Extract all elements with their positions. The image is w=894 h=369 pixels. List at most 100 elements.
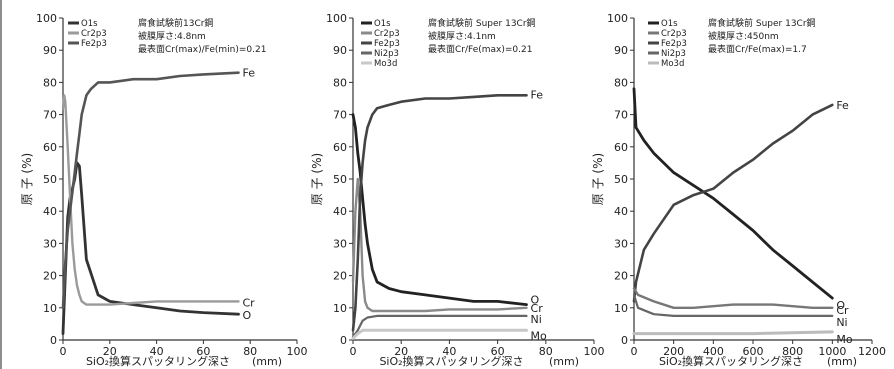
x-tick-label: 100 — [584, 345, 605, 358]
annotation-text: 最表面Cr/Fe(max)=0.21 — [428, 43, 532, 55]
y-tick-label: 50 — [333, 173, 347, 186]
annotation-text: 最表面Cr/Fe(max)=1.7 — [708, 43, 807, 55]
x-tick-label: 600 — [743, 345, 764, 358]
y-tick-label: 80 — [333, 76, 347, 89]
series-end-label: O — [836, 299, 845, 312]
legend-label: Fe2p3 — [81, 39, 107, 49]
series-end-label: Ni — [531, 313, 542, 326]
x-tick-label: 40 — [442, 345, 456, 358]
series-line-cr2p3 — [61, 94, 240, 306]
x-tick-label: 1000 — [818, 345, 846, 358]
x-tick-label: 60 — [491, 345, 505, 358]
y-tick-label: 70 — [43, 109, 57, 122]
legend-label: Mo3d — [374, 59, 397, 69]
x-tick-label: 80 — [243, 345, 257, 358]
series-end-label: Mo — [836, 333, 852, 346]
annotation-text: 被膜厚さ:4.8nm — [138, 30, 206, 42]
annotation-text: 最表面Cr(max)/Fe(min)=0.21 — [138, 43, 266, 55]
legend-label: O1s — [661, 19, 678, 29]
series-line-fe2p3 — [351, 94, 528, 332]
x-tick-label: 400 — [703, 345, 724, 358]
x-tick-label: 1200 — [858, 345, 886, 358]
series-end-label: Fe — [531, 88, 544, 101]
x-axis-unit: (mm) — [549, 355, 579, 368]
y-tick-label: 40 — [614, 205, 628, 218]
y-tick-label: 30 — [333, 237, 347, 250]
series-end-label: O — [531, 294, 540, 307]
series-line-cr2p3 — [632, 287, 834, 309]
series-end-label: Cr — [531, 302, 544, 315]
series-line-cr2p3 — [351, 177, 528, 313]
y-tick-label: 90 — [333, 44, 347, 57]
legend-label: Ni2p3 — [661, 49, 686, 59]
y-tick-label: 10 — [333, 302, 347, 315]
x-axis-title: SiO₂換算スパッタリング深さ — [659, 354, 803, 368]
y-tick-label: 100 — [607, 12, 628, 25]
y-tick-label: 20 — [43, 270, 57, 283]
y-tick-label: 50 — [43, 173, 57, 186]
y-tick-label: 70 — [614, 109, 628, 122]
series-line-mo3d — [632, 330, 834, 336]
y-tick-label: 80 — [43, 76, 57, 89]
x-tick-label: 100 — [287, 345, 308, 358]
legend-label: Cr2p3 — [81, 29, 107, 39]
legend-label: Ni2p3 — [374, 49, 399, 59]
legend-label: Mo3d — [661, 59, 684, 69]
x-axis-title: SiO₂換算スパッタリング深さ — [86, 354, 230, 368]
y-tick-label: 10 — [43, 302, 57, 315]
y-tick-label: 70 — [333, 109, 347, 122]
x-tick-label: 0 — [631, 345, 638, 358]
series-line-ni2p3 — [351, 314, 528, 338]
series-end-label: Fe — [243, 67, 256, 80]
annotation-text: 被膜厚さ:450nm — [708, 30, 779, 42]
series-line-fe2p3 — [632, 103, 834, 303]
y-tick-label: 80 — [614, 76, 628, 89]
annotation-text: 腐食試験前13Cr鋼 — [138, 17, 213, 29]
y-tick-label: 100 — [326, 12, 347, 25]
x-tick-label: 0 — [60, 345, 67, 358]
x-axis-unit: (mm) — [252, 355, 282, 368]
y-tick-label: 60 — [614, 141, 628, 154]
series-line-o1s — [61, 161, 240, 336]
series-line-ni2p3 — [632, 293, 834, 317]
y-axis-title: 原 子 (%) — [591, 153, 605, 205]
series-line-o1s — [632, 87, 834, 300]
y-tick-label: 0 — [621, 334, 628, 347]
x-axis-unit: (mm) — [827, 355, 857, 368]
y-axis-title: 原 子 (%) — [310, 153, 324, 205]
legend-label: Cr2p3 — [374, 29, 400, 39]
series-end-label: O — [243, 309, 252, 322]
x-tick-label: 800 — [782, 345, 803, 358]
series-line-fe2p3 — [61, 71, 240, 310]
series-line-mo3d — [351, 328, 528, 340]
y-tick-label: 40 — [43, 205, 57, 218]
y-tick-label: 100 — [36, 12, 57, 25]
y-tick-label: 0 — [340, 334, 347, 347]
y-tick-label: 50 — [614, 173, 628, 186]
x-tick-label: 80 — [539, 345, 553, 358]
y-tick-label: 10 — [614, 302, 628, 315]
series-end-label: Mo — [531, 329, 547, 342]
x-axis-title: SiO₂換算スパッタリング深さ — [379, 354, 523, 368]
legend-label: O1s — [374, 19, 391, 29]
legend-label: Cr2p3 — [661, 29, 687, 39]
y-tick-label: 60 — [43, 141, 57, 154]
series-end-label: Cr — [836, 304, 849, 317]
series-end-label: Ni — [836, 316, 847, 329]
y-tick-label: 60 — [333, 141, 347, 154]
legend-label: Fe2p3 — [661, 39, 687, 49]
y-axis-title: 原 子 (%) — [20, 153, 34, 205]
x-tick-label: 60 — [196, 345, 210, 358]
chart-panel-2: 0 10 20 30 40 50 60 70 80 90 100 0 20 40 60 80 100 SiO₂換算… — [310, 12, 605, 368]
x-tick-label: 20 — [103, 345, 117, 358]
legend-label: O1s — [81, 19, 98, 29]
y-tick-label: 40 — [333, 205, 347, 218]
annotation-text: 腐食試験前 Super 13Cr鋼 — [708, 17, 816, 29]
y-tick-label: 30 — [614, 237, 628, 250]
y-tick-label: 30 — [43, 237, 57, 250]
series-end-label: Fe — [836, 99, 849, 112]
x-tick-label: 200 — [663, 345, 684, 358]
y-tick-label: 90 — [614, 44, 628, 57]
y-tick-label: 20 — [333, 270, 347, 283]
